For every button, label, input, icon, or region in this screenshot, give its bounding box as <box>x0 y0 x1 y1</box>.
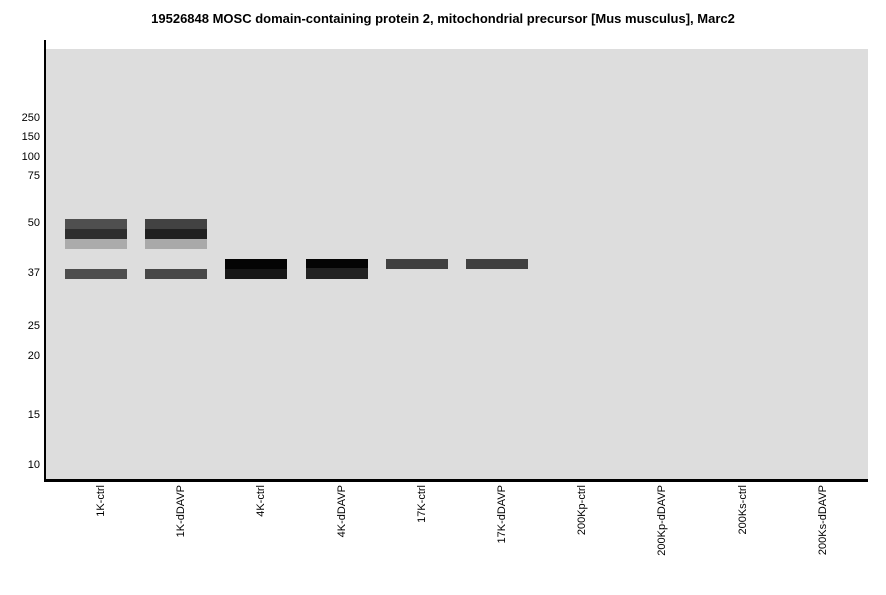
gel-band <box>65 269 127 279</box>
y-tick-label: 150 <box>21 131 40 143</box>
y-tick-label: 10 <box>27 459 40 471</box>
lane-label: 17K-ctrl <box>416 485 428 523</box>
gel-band <box>225 269 287 279</box>
gel-band <box>225 259 287 269</box>
gel-band <box>65 219 127 229</box>
gel-band <box>65 229 127 239</box>
gel-band <box>306 268 368 279</box>
x-axis-line <box>44 479 868 482</box>
y-tick-label: 250 <box>21 112 40 124</box>
gel-band <box>145 219 207 229</box>
lane-label: 200Kp-dDAVP <box>656 485 668 556</box>
lane-label: 17K-dDAVP <box>496 485 508 544</box>
lane-label: 200Ks-dDAVP <box>817 485 829 556</box>
gel-band <box>65 239 127 249</box>
gel-band <box>145 269 207 279</box>
gel-band <box>466 259 528 269</box>
y-tick-label: 75 <box>27 170 40 182</box>
y-tick-label: 25 <box>27 320 40 332</box>
lane-label: 4K-dDAVP <box>336 485 348 538</box>
y-tick-label: 37 <box>27 267 40 279</box>
lane-label: 200Kp-ctrl <box>576 485 588 536</box>
gel-band <box>306 259 368 268</box>
lane-label: 1K-ctrl <box>95 485 107 517</box>
y-axis-tick-labels: 250 150 100 75 50 37 25 20 15 10 <box>0 0 42 595</box>
gel-band <box>386 259 448 269</box>
lane-label: 4K-ctrl <box>255 485 267 517</box>
y-tick-label: 100 <box>21 151 40 163</box>
y-axis-line <box>44 40 46 482</box>
lane-label: 200Ks-ctrl <box>737 485 749 535</box>
y-tick-label: 20 <box>27 350 40 362</box>
lane-label: 1K-dDAVP <box>175 485 187 538</box>
gel-band <box>145 229 207 239</box>
y-tick-label: 15 <box>27 409 40 421</box>
figure-title: 19526848 MOSC domain-containing protein … <box>151 11 735 26</box>
y-tick-label: 50 <box>27 217 40 229</box>
gel-band <box>145 239 207 249</box>
gel-plot-area <box>46 49 868 479</box>
